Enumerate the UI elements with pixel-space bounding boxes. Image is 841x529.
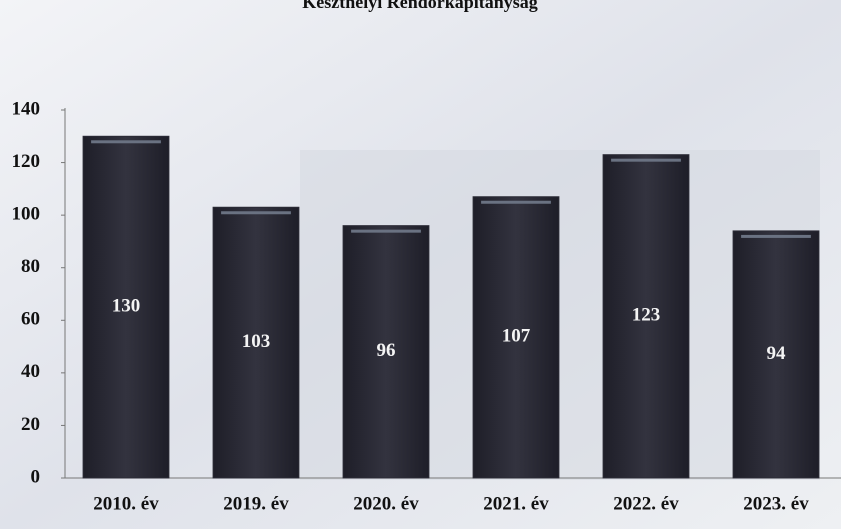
value-label: 94 <box>767 343 787 364</box>
y-tick-label: 40 <box>21 361 40 382</box>
x-tick-label: 2010. év <box>93 493 159 514</box>
y-tick-label: 0 <box>31 466 41 487</box>
value-label: 103 <box>242 331 271 352</box>
y-tick-label: 120 <box>12 151 41 172</box>
bar-highlight <box>741 234 811 238</box>
bar <box>342 225 430 479</box>
x-tick-label: 2022. év <box>613 493 679 514</box>
bar <box>212 206 300 479</box>
x-tick-label: 2021. év <box>483 493 549 514</box>
value-label: 123 <box>632 305 661 326</box>
bar-highlight <box>611 158 681 162</box>
value-label: 107 <box>502 326 531 347</box>
y-tick-label: 100 <box>12 204 41 225</box>
bar <box>82 135 170 479</box>
value-label: 96 <box>377 340 396 361</box>
value-label: 130 <box>112 296 141 317</box>
x-tick-label: 2019. év <box>223 493 289 514</box>
bar-highlight <box>221 211 291 215</box>
y-tick-label: 140 <box>12 98 41 119</box>
y-tick-label: 80 <box>21 256 40 277</box>
x-tick-label: 2023. év <box>743 493 809 514</box>
bar-highlight <box>91 140 161 144</box>
y-tick-label: 20 <box>21 414 40 435</box>
bar <box>602 154 690 479</box>
bar <box>732 230 820 479</box>
chart-title: Keszthelyi Rendőrkapitányság <box>302 0 538 12</box>
bar-highlight <box>351 229 421 233</box>
bar <box>472 196 560 479</box>
y-tick-label: 60 <box>21 309 40 330</box>
x-tick-label: 2020. év <box>353 493 419 514</box>
bar-highlight <box>481 200 551 204</box>
